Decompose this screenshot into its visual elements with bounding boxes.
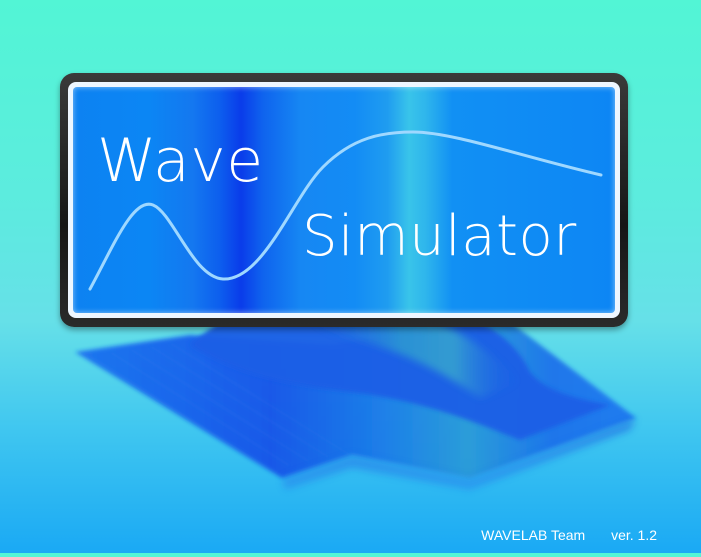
title-wave: Wave — [97, 126, 264, 196]
team-label: WAVELAB Team — [481, 527, 586, 543]
logo-bezel: Wave Simulator — [68, 82, 620, 318]
title-simulator: Simulator — [302, 204, 577, 269]
logo-frame: Wave Simulator — [60, 73, 628, 327]
version-label: ver. 1.2 — [611, 527, 657, 543]
logo-panel: Wave Simulator — [73, 87, 615, 313]
wave-curve-icon — [88, 130, 603, 291]
footer: WAVELAB Team ver. 1.2 — [481, 527, 657, 543]
